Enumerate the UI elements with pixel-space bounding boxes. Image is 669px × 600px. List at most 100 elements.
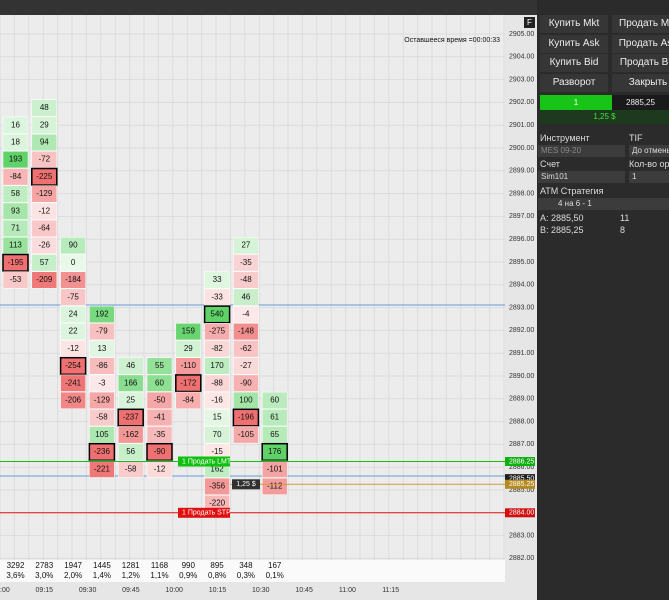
price-label: 2885.00 (509, 487, 534, 494)
cell-value: 29 (40, 120, 49, 129)
totals-strip (0, 560, 505, 582)
cell-value: 113 (9, 241, 22, 250)
cell (60, 323, 86, 341)
order-button[interactable]: Купить Mkt (540, 15, 608, 33)
cell (261, 409, 288, 427)
cell-value: -206 (65, 396, 82, 405)
price-marker (505, 474, 535, 484)
cell (89, 391, 115, 409)
column-share: 2,0% (64, 571, 82, 580)
cell (261, 442, 288, 462)
order-button[interactable]: Продать Ask (612, 34, 669, 53)
cell (60, 305, 86, 323)
cell-value: 13 (97, 344, 106, 353)
cell (59, 356, 87, 376)
cell-value: -15 (211, 447, 223, 456)
cell-value: -4 (242, 310, 250, 319)
time-axis (0, 582, 505, 600)
time-label: 09:15 (36, 587, 54, 594)
price-label: 2897.00 (509, 213, 534, 220)
cell-value: 105 (95, 430, 109, 439)
time-label: 10:30 (252, 587, 270, 594)
cell-value: -27 (240, 361, 252, 370)
cell-value: -16 (211, 396, 223, 405)
cell-value: -35 (154, 430, 166, 439)
cell-value: -105 (238, 430, 255, 439)
cell-value: 159 (182, 327, 196, 336)
cell (204, 391, 230, 409)
cell (2, 219, 29, 237)
cell (233, 340, 259, 358)
time-label: 10:15 (209, 587, 227, 594)
cell-value: -62 (240, 344, 252, 353)
cell (233, 426, 259, 444)
price-label: 2900.00 (509, 145, 534, 152)
select[interactable]: 1 (629, 171, 669, 183)
time-label: 10:00 (165, 587, 183, 594)
column-share: 3,0% (35, 571, 53, 580)
order-button[interactable]: Закрыть (612, 74, 669, 93)
price-marker-label: 2885.50 (509, 475, 534, 482)
cell-value: 27 (241, 241, 250, 250)
cell-value: -90 (240, 378, 252, 387)
order-button[interactable]: Разворот (540, 74, 608, 93)
price-label: 2905.00 (509, 31, 534, 38)
price-label: 2892.00 (509, 327, 534, 334)
cell (261, 460, 288, 478)
cell-value: -209 (36, 275, 53, 284)
cell (204, 409, 230, 427)
grid (0, 15, 505, 560)
order-button[interactable]: Продать Bid (612, 54, 669, 73)
price-label: 2887.00 (509, 441, 534, 448)
cell-value: -88 (211, 378, 223, 387)
cell-value: 71 (11, 224, 20, 233)
time-label: 09:45 (122, 587, 140, 594)
order-button[interactable]: Продать Mkt (612, 15, 669, 33)
cell-value: -3 (98, 378, 106, 387)
price-label: 2895.00 (509, 259, 534, 266)
cell-value: 166 (124, 378, 138, 387)
cell-value: 57 (40, 258, 49, 267)
price-axis (505, 15, 537, 600)
cell-value: 61 (270, 413, 279, 422)
cell-value: -196 (238, 413, 255, 422)
cell-value: -112 (267, 482, 283, 491)
cell (146, 391, 173, 409)
f-button-label[interactable]: F (527, 18, 532, 27)
cell-value: 18 (11, 138, 20, 147)
cell-value: 176 (268, 447, 282, 456)
select[interactable]: 4 на 6 - 1 (538, 198, 669, 210)
column-volume: 1281 (122, 561, 140, 570)
cell (117, 408, 144, 427)
time-label: 11:15 (382, 587, 399, 594)
cell-value: -221 (94, 464, 111, 473)
cell (60, 237, 86, 255)
cell (2, 168, 29, 186)
order-label: 1 Продать STP (182, 510, 231, 517)
cell (233, 271, 259, 289)
label: Инструмент (540, 133, 590, 143)
chart: F Оставшееся время =00:00:33 2905.002904… (0, 15, 537, 600)
order-button[interactable]: Купить Bid (540, 54, 608, 73)
select[interactable]: MES 09-20 (538, 145, 625, 157)
label: TIF (629, 133, 643, 143)
cell-value: -172 (180, 378, 197, 387)
cell-value: -82 (211, 344, 223, 353)
cell-value: 48 (40, 103, 49, 112)
cell (233, 374, 259, 392)
price-marker (505, 479, 535, 489)
cell (175, 340, 202, 358)
order-button[interactable]: Купить Ask (540, 34, 608, 53)
cell-value: -64 (39, 224, 51, 233)
select[interactable]: До отмены (629, 145, 669, 157)
order-box (178, 507, 230, 518)
cell (2, 202, 29, 220)
bid: B: 2885,25 (540, 225, 584, 235)
price-label: 2889.00 (509, 396, 534, 403)
f-button[interactable] (524, 17, 535, 28)
cell-value: 46 (126, 361, 135, 370)
cell (89, 357, 115, 375)
column-share: 1,4% (93, 571, 111, 580)
price-label: 2894.00 (509, 282, 534, 289)
select[interactable]: Sim101 (538, 171, 625, 183)
